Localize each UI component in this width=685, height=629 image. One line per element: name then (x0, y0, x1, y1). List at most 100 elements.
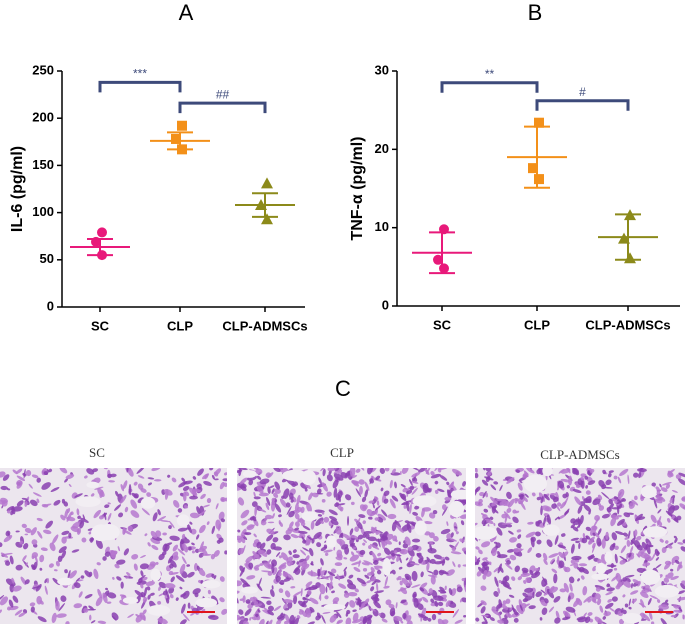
y-tick-label: 200 (32, 110, 54, 125)
tissue (657, 509, 662, 514)
tissue (329, 581, 333, 591)
alveolus (202, 580, 221, 589)
tissue (279, 564, 287, 570)
tissue (528, 605, 536, 610)
tissue (420, 582, 428, 589)
tissue (275, 575, 281, 583)
tissue (628, 552, 632, 558)
tissue (3, 535, 13, 543)
data-point (534, 117, 544, 128)
tissue (599, 605, 604, 613)
tissue (601, 484, 607, 490)
tissue (619, 555, 628, 562)
tissue (336, 611, 342, 619)
tissue (584, 475, 589, 480)
tissue (284, 590, 291, 598)
tissue (550, 493, 557, 496)
tissue (271, 585, 274, 590)
tissue (362, 520, 366, 525)
tissue (252, 550, 260, 560)
tissue (334, 502, 340, 508)
tissue (424, 531, 431, 536)
tissue (140, 554, 147, 559)
tissue (96, 562, 101, 566)
tissue (506, 477, 515, 484)
tissue (211, 474, 215, 480)
data-point (534, 174, 544, 185)
tissue (192, 588, 201, 595)
tissue (659, 483, 662, 488)
tissue (93, 509, 102, 519)
tissue (536, 539, 542, 545)
tissue (539, 617, 543, 621)
data-point (177, 120, 187, 131)
tissue (316, 488, 322, 495)
tissue (189, 512, 200, 519)
tissue (592, 498, 601, 506)
tissue (500, 603, 509, 610)
alveolus (75, 496, 101, 508)
tissue (631, 598, 637, 604)
tissue (411, 487, 418, 495)
tissue (353, 567, 361, 573)
tissue (385, 599, 392, 606)
tissue (224, 497, 227, 502)
tissue (475, 534, 478, 542)
tissue (663, 562, 671, 570)
tissue (324, 552, 329, 556)
tissue (294, 513, 300, 520)
tissue (265, 472, 271, 478)
tissue (92, 468, 99, 473)
tissue (237, 580, 243, 587)
alveolus (97, 524, 120, 541)
tissue (585, 496, 592, 504)
tissue (98, 515, 105, 520)
alveolus (450, 489, 466, 500)
tissue (535, 531, 541, 537)
tissue (375, 475, 381, 481)
tissue (579, 515, 584, 525)
tissue (293, 595, 298, 605)
tissue (0, 542, 3, 548)
tissue (553, 573, 558, 584)
tissue (621, 498, 626, 502)
tissue (309, 606, 315, 613)
tissue (484, 518, 494, 524)
tissue (406, 522, 412, 533)
tissue (613, 475, 618, 480)
tissue (602, 469, 607, 475)
alveolus (326, 535, 337, 548)
tissue (249, 597, 257, 603)
tissue (366, 571, 375, 576)
tissue (506, 507, 512, 513)
tissue (214, 478, 219, 481)
panel-label: A (179, 0, 194, 25)
tissue (293, 481, 299, 486)
tissue (475, 501, 483, 507)
tissue (364, 481, 370, 491)
tissue (296, 561, 300, 565)
tissue (335, 556, 343, 561)
tissue (306, 502, 312, 513)
tissue (358, 602, 366, 610)
tissue (281, 495, 285, 499)
tissue (318, 477, 322, 485)
tissue (168, 587, 175, 594)
tissue (283, 488, 290, 499)
tissue (266, 497, 271, 506)
image-caption: CLP (330, 445, 354, 460)
tissue (632, 579, 641, 585)
tissue (559, 588, 567, 593)
tissue (412, 591, 417, 598)
alveolus (57, 577, 74, 586)
tissue (636, 535, 642, 541)
tissue (641, 541, 648, 550)
tissue (288, 492, 294, 500)
tissue (622, 579, 632, 588)
tissue (120, 581, 124, 589)
tissue (594, 584, 606, 590)
tissue (667, 469, 675, 475)
tissue (48, 563, 54, 568)
tissue (145, 581, 155, 587)
tissue (554, 516, 559, 521)
